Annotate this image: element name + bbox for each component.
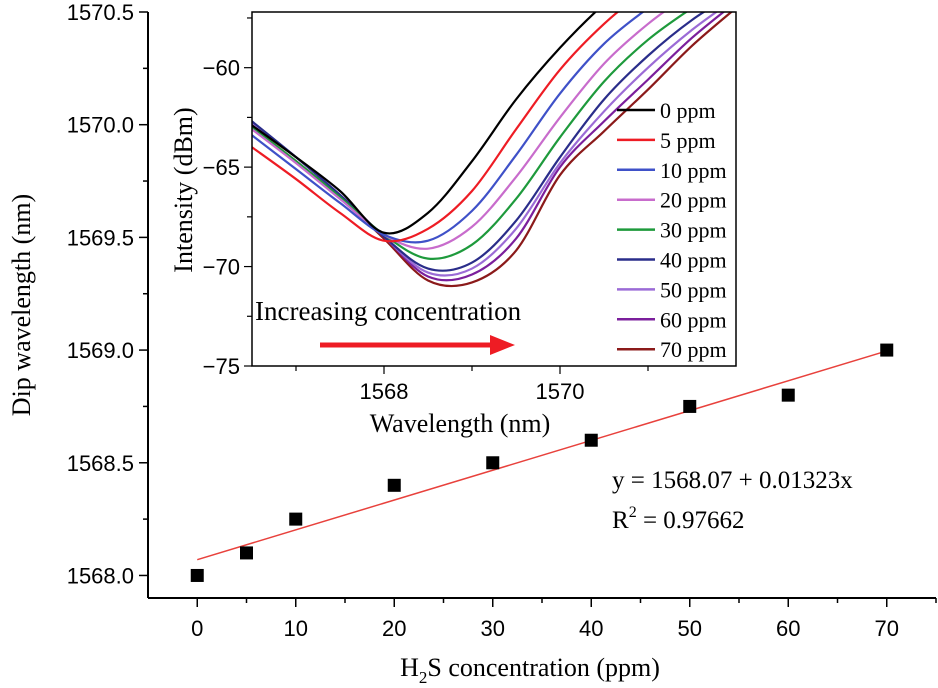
- legend: 0 ppm 5 ppm 10 ppm 20 ppm 30 ppm 40 ppm 50 ppm…: [617, 98, 727, 362]
- legend-label: 50 ppm: [660, 277, 727, 302]
- legend-label: 20 ppm: [660, 188, 727, 213]
- inset-frame: [251, 11, 737, 367]
- r2-value: = 0.97662: [637, 507, 745, 534]
- inset-x-tick-label: 1570: [536, 379, 585, 404]
- data-point: [880, 343, 894, 357]
- inset-curves: [252, 12, 734, 288]
- main-plot: 0 10 20 30 40 50 60 70 1568.0 1568.5 1569.0 1569.5 1…: [7, 0, 937, 687]
- inset-x-axis-label: Wavelength (nm): [370, 409, 551, 438]
- increase-arrow-head: [490, 335, 515, 355]
- x-tick-label: 10: [284, 616, 308, 641]
- inset-plot: 1568 1570 −60 −65 −70 −75 Wavelength (nm) Inten…: [169, 11, 737, 438]
- data-point: [781, 388, 795, 402]
- x-label-part: H: [400, 653, 419, 682]
- data-point: [584, 433, 598, 447]
- y-axis-label: Dip wavelength (nm): [7, 194, 36, 416]
- y-tick-label: 1570.5: [67, 0, 134, 25]
- x-axis-label: H2S concentration (ppm): [400, 653, 660, 687]
- legend-label: 40 ppm: [660, 248, 727, 273]
- inset-y-tick-label: −65: [203, 155, 240, 180]
- legend-label: 30 ppm: [660, 218, 727, 243]
- inset-y-tick-label: −60: [203, 56, 240, 81]
- legend-label: 5 ppm: [660, 128, 716, 153]
- y-tick-label: 1569.5: [67, 225, 134, 250]
- x-tick-label: 40: [579, 616, 603, 641]
- y-tick-label: 1570.0: [67, 113, 134, 138]
- r2-superscript: 2: [629, 504, 637, 521]
- inset-y-tick-label: −70: [203, 255, 240, 280]
- legend-label: 0 ppm: [660, 98, 716, 123]
- series-line-20-ppm: [252, 12, 666, 250]
- legend-label: 70 ppm: [660, 337, 727, 362]
- x-tick-label: 0: [191, 616, 203, 641]
- legend-label: 10 ppm: [660, 158, 727, 183]
- inset-x-tick-label: 1568: [360, 379, 409, 404]
- annotation-text: Increasing concentration: [255, 296, 522, 326]
- x-tick-label: 30: [481, 616, 505, 641]
- data-point: [190, 568, 204, 582]
- series-line-40-ppm: [252, 12, 706, 272]
- data-point: [387, 478, 401, 492]
- inset-y-tick-label: −75: [203, 354, 240, 379]
- y-tick-label: 1569.0: [67, 338, 134, 363]
- data-point: [289, 512, 303, 526]
- x-label-subscript: 2: [419, 668, 428, 687]
- y-tick-label: 1568.5: [67, 451, 134, 476]
- series-line-0-ppm: [252, 12, 597, 235]
- x-tick-label: 20: [382, 616, 406, 641]
- fit-equation: y = 1568.07 + 0.01323x: [612, 467, 853, 494]
- data-point: [683, 399, 697, 413]
- legend-label: 60 ppm: [660, 307, 727, 332]
- inset-y-axis-label: Intensity (dBm): [169, 107, 198, 272]
- series-line-5-ppm: [252, 12, 620, 243]
- r2-label: R: [612, 507, 629, 534]
- data-point: [240, 546, 253, 560]
- x-tick-label: 60: [776, 616, 800, 641]
- fit-line: [197, 350, 887, 561]
- series-line-10-ppm: [252, 12, 645, 244]
- series-line-30-ppm: [252, 12, 689, 260]
- y-tick-label: 1568.0: [67, 563, 134, 588]
- data-point: [486, 456, 500, 470]
- x-tick-label: 70: [875, 616, 899, 641]
- x-label-part: S concentration (ppm): [427, 653, 660, 682]
- x-tick-label: 50: [678, 616, 702, 641]
- r-squared: R2 = 0.97662: [612, 504, 745, 534]
